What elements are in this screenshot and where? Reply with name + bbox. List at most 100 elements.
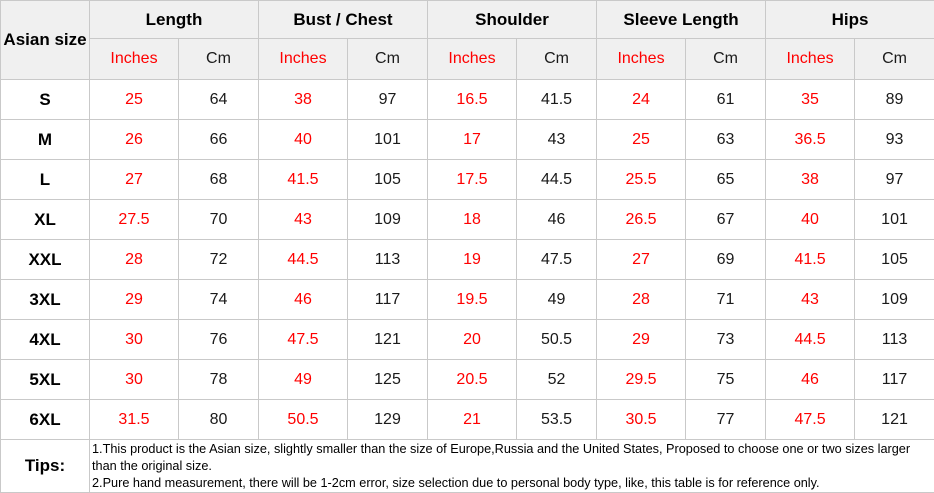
value-cell: 29 (89, 279, 179, 320)
value-cell: 29 (596, 319, 687, 360)
value-cell: 47.5 (765, 399, 856, 440)
value-cell: 24 (596, 79, 687, 120)
value-cell: 77 (685, 399, 767, 440)
value-cell: 19 (427, 239, 517, 280)
size-cell: XL (0, 199, 90, 240)
value-cell: 101 (347, 119, 428, 160)
table-row: 5XL 30 78 49 125 20.5 52 29.5 75 46 117 (0, 359, 934, 400)
value-cell: 97 (854, 159, 934, 200)
table-row: S 25 64 38 97 16.5 41.5 24 61 35 89 (0, 79, 934, 120)
value-cell: 47.5 (258, 319, 348, 360)
size-chart-body: S 25 64 38 97 16.5 41.5 24 61 35 89 M 26 66 40 101 17 43 2… (0, 79, 934, 493)
unit-header-cm-cell: Cm (685, 38, 767, 80)
value-cell: 121 (854, 399, 934, 440)
tips-label-cell: Tips: (0, 438, 90, 493)
measure-header-row: Asian size Length Bust / Chest Shoulder Slee… (0, 0, 934, 80)
value-cell: 28 (596, 279, 687, 320)
value-cell: 20.5 (427, 359, 517, 400)
value-cell: 41.5 (765, 239, 856, 280)
value-cell: 44.5 (258, 239, 348, 280)
value-cell: 68 (178, 159, 259, 200)
value-cell: 41.5 (515, 79, 598, 120)
value-cell: 43 (765, 279, 856, 320)
value-cell: 63 (685, 119, 767, 160)
value-cell: 121 (347, 319, 428, 360)
unit-header-cm-cell: Cm (515, 38, 598, 80)
value-cell: 49 (258, 359, 348, 400)
value-cell: 44.5 (765, 319, 856, 360)
unit-header-cm-cell: Cm (178, 38, 259, 80)
value-cell: 109 (854, 279, 934, 320)
corner-header-cell: Asian size (0, 0, 90, 80)
value-cell: 49 (515, 279, 598, 320)
value-cell: 89 (854, 79, 934, 120)
value-cell: 16.5 (427, 79, 517, 120)
value-cell: 101 (854, 199, 934, 240)
value-cell: 17.5 (427, 159, 517, 200)
value-cell: 73 (685, 319, 767, 360)
value-cell: 40 (258, 119, 348, 160)
value-cell: 71 (685, 279, 767, 320)
size-cell: 5XL (0, 359, 90, 400)
value-cell: 67 (685, 199, 767, 240)
value-cell: 105 (347, 159, 428, 200)
value-cell: 129 (347, 399, 428, 440)
value-cell: 109 (347, 199, 428, 240)
measure-header-cell: Sleeve Length (596, 0, 767, 39)
unit-header-inches-cell: Inches (596, 38, 687, 80)
value-cell: 74 (178, 279, 259, 320)
measure-header-cell: Bust / Chest (258, 0, 428, 39)
value-cell: 93 (854, 119, 934, 160)
size-cell: 3XL (0, 279, 90, 320)
size-cell: 6XL (0, 399, 90, 440)
value-cell: 80 (178, 399, 259, 440)
value-cell: 19.5 (427, 279, 517, 320)
value-cell: 69 (685, 239, 767, 280)
table-row: L 27 68 41.5 105 17.5 44.5 25.5 65 38 97 (0, 159, 934, 200)
value-cell: 28 (89, 239, 179, 280)
size-chart-header: Asian size Length Bust / Chest Shoulder Slee… (0, 0, 934, 80)
tips-notes-cell: 1.This product is the Asian size, slight… (88, 438, 934, 493)
value-cell: 41.5 (258, 159, 348, 200)
value-cell: 61 (685, 79, 767, 120)
value-cell: 46 (258, 279, 348, 320)
value-cell: 117 (854, 359, 934, 400)
value-cell: 78 (178, 359, 259, 400)
value-cell: 43 (515, 119, 598, 160)
tips-note-line: 2.Pure hand measurement, there will be 1… (92, 475, 820, 490)
unit-header-inches-cell: Inches (89, 38, 179, 80)
value-cell: 25 (89, 79, 179, 120)
value-cell: 27 (596, 239, 687, 280)
value-cell: 113 (347, 239, 428, 280)
value-cell: 43 (258, 199, 348, 240)
value-cell: 50.5 (515, 319, 598, 360)
size-cell: S (0, 79, 90, 120)
value-cell: 20 (427, 319, 517, 360)
tips-note-line: 1.This product is the Asian size, slight… (92, 442, 911, 473)
measure-header-cell: Shoulder (426, 0, 598, 39)
value-cell: 40 (765, 199, 856, 240)
table-row: 4XL 30 76 47.5 121 20 50.5 29 73 44.5 113 (0, 319, 934, 360)
value-cell: 29.5 (596, 359, 687, 400)
value-cell: 46 (765, 359, 856, 400)
value-cell: 72 (178, 239, 259, 280)
table-row: XL 27.5 70 43 109 18 46 26.5 67 40 101 (0, 199, 934, 240)
unit-header-inches-cell: Inches (258, 38, 348, 80)
value-cell: 64 (178, 79, 259, 120)
unit-header-row: Inches Cm Inches Cm Inches Cm Inches Cm Inches Cm (1, 38, 934, 80)
value-cell: 70 (178, 199, 259, 240)
value-cell: 36.5 (765, 119, 856, 160)
value-cell: 25.5 (596, 159, 687, 200)
value-cell: 18 (427, 199, 517, 240)
table-row: 3XL 29 74 46 117 19.5 49 28 71 43 109 (0, 279, 934, 320)
unit-header-cm-cell: Cm (347, 38, 428, 80)
value-cell: 65 (685, 159, 767, 200)
value-cell: 66 (178, 119, 259, 160)
value-cell: 76 (178, 319, 259, 360)
value-cell: 75 (685, 359, 767, 400)
value-cell: 53.5 (515, 399, 598, 440)
value-cell: 117 (347, 279, 428, 320)
measure-header-cell: Length (89, 0, 259, 39)
size-cell: 4XL (0, 319, 90, 360)
